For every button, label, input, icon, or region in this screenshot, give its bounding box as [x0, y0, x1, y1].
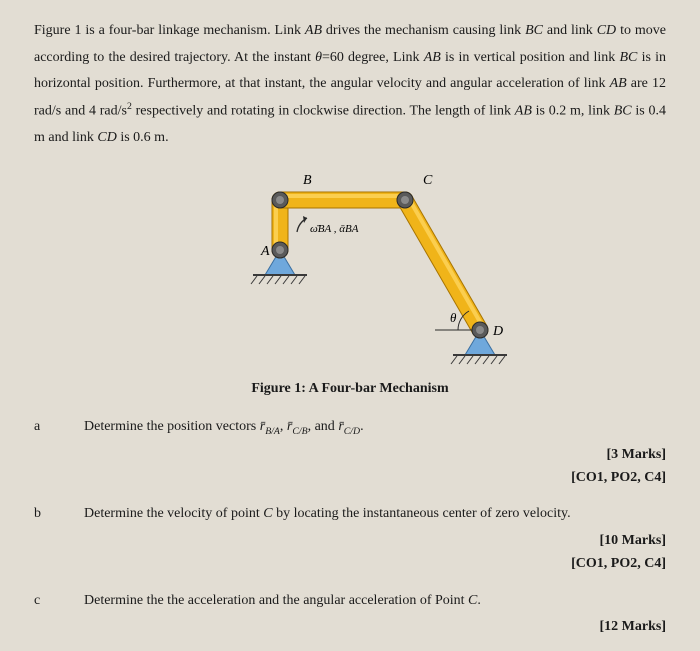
link-CD — [394, 189, 491, 341]
label-C: C — [423, 173, 433, 188]
label-omega-alpha: ω̄BA , ᾱBA — [310, 223, 359, 235]
link-BC — [272, 192, 413, 208]
four-bar-diagram: B C A D θ ω̄BA , ᾱBA — [175, 160, 525, 370]
problem-intro: Figure 1 is a four-bar linkage mechanism… — [34, 18, 666, 152]
question-c-text: Determine the the acceleration and the a… — [84, 588, 666, 615]
label-A: A — [260, 244, 270, 259]
label-D: D — [492, 324, 503, 339]
question-a-label: a — [34, 414, 84, 441]
question-a-text: Determine the position vectors r̄B/A, r̄… — [84, 414, 666, 441]
question-c: c Determine the the acceleration and the… — [34, 588, 666, 615]
label-theta: θ — [450, 310, 457, 325]
question-b: b Determine the velocity of point C by l… — [34, 501, 666, 528]
figure-container: B C A D θ ω̄BA , ᾱBA Figure 1: A Four-ba… — [34, 160, 666, 403]
question-b-text: Determine the velocity of point C by loc… — [84, 501, 666, 528]
question-c-marks: [12 Marks] — [34, 616, 666, 638]
question-a: a Determine the position vectors r̄B/A, … — [34, 414, 666, 441]
question-a-marks: [3 Marks] [CO1, PO2, C4] — [34, 444, 666, 490]
question-b-label: b — [34, 501, 84, 528]
label-B: B — [303, 173, 312, 188]
question-b-marks: [10 Marks] [CO1, PO2, C4] — [34, 530, 666, 576]
figure-caption: Figure 1: A Four-bar Mechanism — [251, 376, 448, 403]
question-c-label: c — [34, 588, 84, 615]
